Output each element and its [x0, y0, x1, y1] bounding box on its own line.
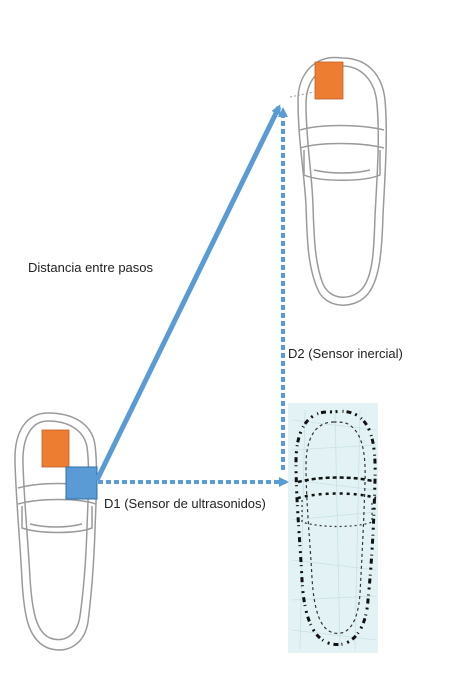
footprint-icon [288, 403, 378, 653]
d1-label: D1 (Sensor de ultrasonidos) [103, 496, 267, 511]
d2-label: D2 (Sensor inercial) [287, 346, 404, 361]
step-distance-arrow [94, 104, 282, 482]
d2-connector-line [289, 91, 315, 98]
inertial-sensor-left-icon [41, 429, 70, 468]
right-shoe-icon [297, 56, 388, 306]
step-distance-label: Distancia entre pasos [28, 260, 154, 275]
ultrasonic-sensor-icon [65, 466, 98, 500]
inertial-sensor-right-icon [314, 61, 344, 100]
